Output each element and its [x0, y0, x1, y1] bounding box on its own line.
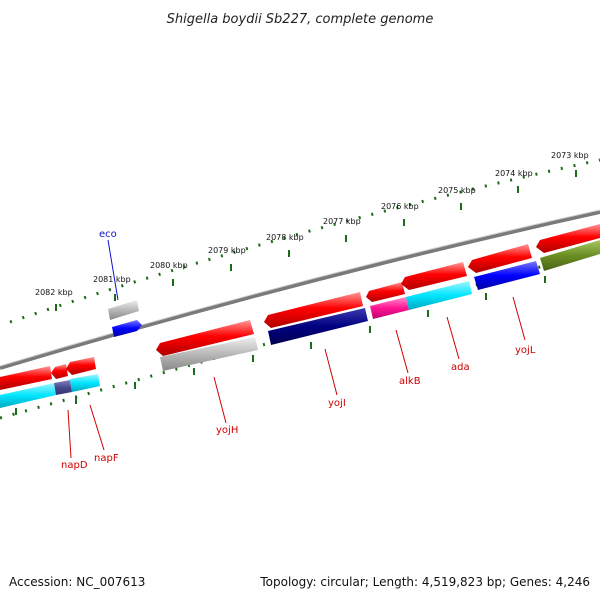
tick-label-2074: 2074 kbp [495, 169, 533, 178]
reverse-strand-features [0, 240, 600, 408]
feature-cyan-left[interactable] [0, 383, 56, 408]
gene-label-eco: eco [99, 229, 117, 240]
tick-label-2077: 2077 kbp [323, 217, 361, 226]
feature-gene-0-red[interactable] [0, 366, 52, 390]
tick-label-2075: 2075 kbp [438, 186, 476, 195]
genome-title: Shigella boydii Sb227, complete genome [167, 12, 434, 27]
tick-label-2081: 2081 kbp [93, 275, 131, 284]
feature-napF-cyan[interactable] [70, 374, 100, 392]
callout-lines [67, 239, 526, 459]
tick-label-2080: 2080 kbp [150, 261, 188, 270]
feature-yojH-red[interactable] [156, 320, 254, 356]
feature-ada-cyan[interactable] [406, 281, 472, 310]
tick-label-2079: 2079 kbp [208, 246, 246, 255]
feature-gene-end-red[interactable] [536, 224, 600, 253]
tick-label-2073: 2073 kbp [551, 151, 589, 160]
inner-ticks [15, 276, 546, 415]
accession-text: Accession: NC_007613 [9, 575, 145, 589]
feature-yojL-blue[interactable] [474, 261, 540, 290]
feature-ada-red[interactable] [401, 262, 467, 290]
feature-yojH-gray[interactable] [160, 337, 258, 371]
genome-backbone [0, 210, 600, 370]
tick-label-2078: 2078 kbp [266, 233, 304, 242]
feature-yojI-red[interactable] [264, 292, 363, 328]
feature-alkB-red[interactable] [366, 282, 405, 302]
gene-label-ada: ada [451, 362, 470, 373]
gene-label-napF: napF [94, 453, 119, 464]
feature-eco-blue[interactable] [112, 320, 142, 337]
feature-napD-slate[interactable] [54, 380, 72, 395]
feature-eco-gray[interactable] [108, 300, 139, 320]
tick-label-2076: 2076 kbp [381, 202, 419, 211]
genome-backbone-highlight [0, 209, 600, 367]
feature-yojI-navy[interactable] [268, 308, 368, 345]
feature-napF-red[interactable] [66, 357, 96, 375]
gene-label-yojH: yojH [216, 425, 238, 436]
major-ticks [55, 170, 577, 311]
gene-label-napD: napD [61, 460, 88, 471]
feature-yojL-red[interactable] [468, 244, 532, 273]
gene-label-yojI: yojI [328, 398, 346, 409]
forward-strand-features [0, 224, 600, 390]
feature-alkB-magenta[interactable] [370, 297, 409, 319]
scale-arc-outer [9, 158, 600, 324]
tick-label-2082: 2082 kbp [35, 288, 73, 297]
feature-napD-red[interactable] [51, 364, 68, 379]
feature-olive[interactable] [540, 240, 600, 271]
gene-label-alkB: alkB [399, 376, 421, 387]
gene-label-yojL: yojL [515, 345, 536, 356]
genome-summary-text: Topology: circular; Length: 4,519,823 bp… [259, 575, 590, 589]
